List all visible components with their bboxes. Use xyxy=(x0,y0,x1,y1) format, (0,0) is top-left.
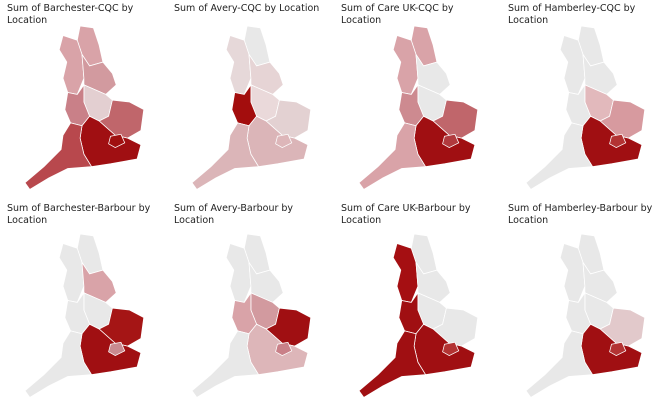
region xyxy=(442,341,460,357)
map xyxy=(191,233,312,398)
region xyxy=(108,133,126,149)
region xyxy=(525,330,594,398)
region xyxy=(609,133,627,149)
map-title: Sum of Hamberley-CQC by Location xyxy=(508,3,636,26)
map-panel: Sum of Care UK-Barbour by Location xyxy=(337,200,502,400)
region xyxy=(191,122,260,190)
region xyxy=(358,330,427,398)
map xyxy=(24,25,145,190)
region xyxy=(582,53,618,95)
region xyxy=(582,261,618,303)
region xyxy=(248,261,284,303)
region xyxy=(24,330,93,398)
map xyxy=(525,25,646,190)
region xyxy=(275,133,293,149)
map-title: Sum of Hamberley-Barbour by Location xyxy=(508,203,653,226)
map-panel: Sum of Hamberley-CQC by Location xyxy=(504,0,669,200)
map xyxy=(525,233,646,398)
map xyxy=(358,233,479,398)
region xyxy=(358,122,427,190)
map-panel: Sum of Barchester-Barbour by Location xyxy=(3,200,168,400)
region xyxy=(442,133,460,149)
map-panel: Sum of Avery-CQC by Location xyxy=(170,0,335,200)
map xyxy=(24,233,145,398)
region xyxy=(108,341,126,357)
region xyxy=(191,330,260,398)
map xyxy=(191,25,312,190)
map-title: Sum of Care UK-CQC by Location xyxy=(341,3,454,26)
map-title: Sum of Barchester-CQC by Location xyxy=(7,3,134,26)
region xyxy=(609,341,627,357)
region xyxy=(275,341,293,357)
region xyxy=(81,53,117,95)
map-title: Sum of Avery-CQC by Location xyxy=(174,3,320,14)
map-panel: Sum of Barchester-CQC by Location xyxy=(3,0,168,200)
map-title: Sum of Barchester-Barbour by Location xyxy=(7,203,151,226)
map xyxy=(358,25,479,190)
region xyxy=(415,261,451,303)
region xyxy=(24,122,93,190)
map-panel: Sum of Care UK-CQC by Location xyxy=(337,0,502,200)
region xyxy=(525,122,594,190)
map-title: Sum of Care UK-Barbour by Location xyxy=(341,203,471,226)
map-title: Sum of Avery-Barbour by Location xyxy=(174,203,294,226)
map-panel: Sum of Hamberley-Barbour by Location xyxy=(504,200,669,400)
region xyxy=(415,53,451,95)
region xyxy=(81,261,117,303)
region xyxy=(248,53,284,95)
map-panel: Sum of Avery-Barbour by Location xyxy=(170,200,335,400)
